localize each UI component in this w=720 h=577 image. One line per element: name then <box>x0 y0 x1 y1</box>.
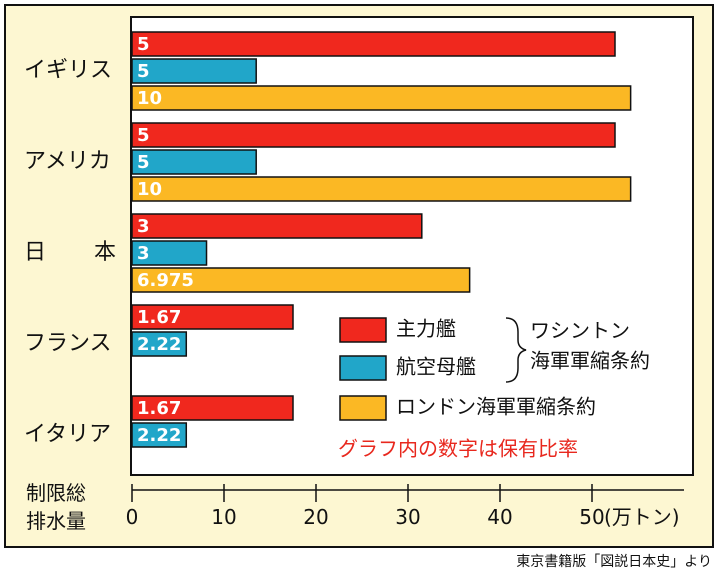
x-tick-label: 50 <box>579 505 604 529</box>
legend-bracket <box>505 317 527 383</box>
bar <box>131 304 294 330</box>
bracket-label: ワシントン <box>530 319 630 343</box>
bar <box>131 213 423 239</box>
x-tick-label: 40 <box>487 505 512 529</box>
bar <box>131 85 632 111</box>
bar-value-label: 2.22 <box>137 334 181 355</box>
bar <box>131 122 616 148</box>
bar <box>131 176 632 202</box>
legend-label: ロンドン海軍軍縮条約 <box>396 395 596 419</box>
category-label: イギリス <box>24 58 112 83</box>
category-label: アメリカ <box>24 149 111 174</box>
category-label: 日 本 <box>24 240 116 265</box>
legend-swatch <box>339 395 387 421</box>
category-label: イタリア <box>24 422 111 447</box>
x-tick-label: 10 <box>211 505 236 529</box>
bar-value-label: 3 <box>137 216 150 237</box>
bar <box>131 267 471 293</box>
bar-value-label: 5 <box>137 152 150 173</box>
bar-value-label: 5 <box>137 61 150 82</box>
legend-swatch <box>339 355 387 381</box>
bar <box>131 422 188 448</box>
bar-value-label: 1.67 <box>137 398 181 419</box>
x-tick-label: 0 <box>126 505 139 529</box>
axis-title: 制限総 <box>26 481 86 505</box>
category-label: フランス <box>24 331 112 356</box>
x-tick-label: 20 <box>303 505 328 529</box>
bar-value-label: 5 <box>137 125 150 146</box>
source-credit: 東京書籍版「図説日本史」より <box>516 554 712 570</box>
bracket-label: 海軍軍縮条約 <box>530 349 650 373</box>
bar-value-label: 3 <box>137 243 150 264</box>
legend-label: 航空母艦 <box>396 355 476 379</box>
bar <box>131 31 616 57</box>
axis-title: 排水量 <box>26 509 86 533</box>
bar-value-label: 2.22 <box>137 425 181 446</box>
bar-value-label: 5 <box>137 34 150 55</box>
bar-value-label: 1.67 <box>137 307 181 328</box>
bar-value-label: 10 <box>137 179 162 200</box>
bar <box>131 149 257 175</box>
legend-swatch <box>339 317 387 343</box>
annotation-note: グラフ内の数字は保有比率 <box>338 437 578 461</box>
legend-label: 主力艦 <box>396 317 456 341</box>
bar <box>131 58 257 84</box>
bar-value-label: 6.975 <box>137 270 194 291</box>
x-tick-label: 30 <box>395 505 420 529</box>
bar-value-label: 10 <box>137 88 162 109</box>
bar <box>131 240 208 266</box>
x-unit-label: (万トン) <box>604 505 680 529</box>
bar <box>131 331 188 357</box>
bar <box>131 395 294 421</box>
